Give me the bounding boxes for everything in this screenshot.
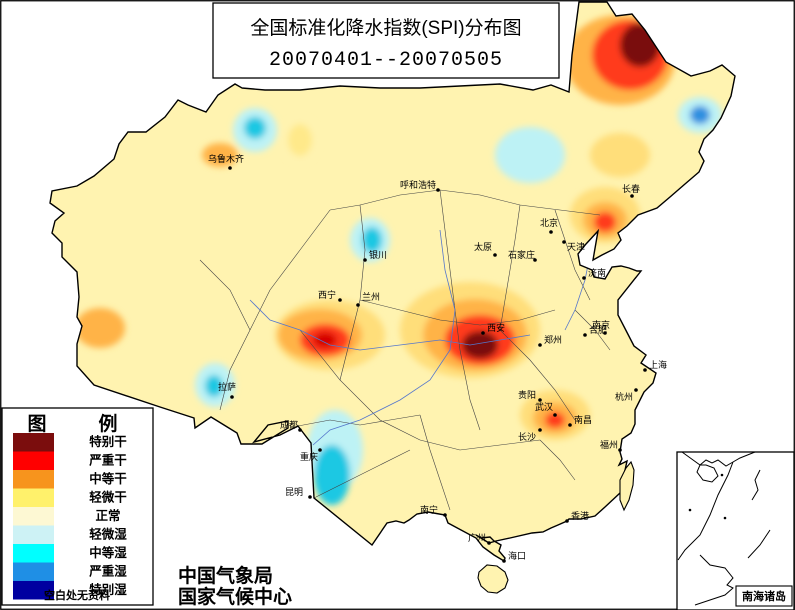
svg-text:西安: 西安	[487, 322, 505, 333]
svg-text:昆明: 昆明	[285, 487, 303, 497]
svg-text:郑州: 郑州	[544, 334, 562, 345]
svg-text:南昌: 南昌	[574, 414, 592, 425]
svg-text:银川: 银川	[369, 249, 387, 260]
svg-text:呼和浩特: 呼和浩特	[400, 179, 436, 190]
svg-text:武汉: 武汉	[535, 401, 553, 412]
svg-text:石家庄: 石家庄	[508, 249, 535, 260]
svg-text:特别干: 特别干	[89, 434, 127, 449]
svg-text:国家气候中心: 国家气候中心	[178, 585, 292, 608]
svg-text:天津: 天津	[567, 242, 585, 252]
svg-text:例: 例	[98, 412, 117, 435]
svg-text:图: 图	[27, 413, 46, 435]
svg-text:正常: 正常	[95, 508, 120, 523]
svg-text:空白处无资料: 空白处无资料	[44, 588, 110, 602]
svg-text:济南: 济南	[588, 267, 606, 278]
svg-text:严重干: 严重干	[88, 453, 127, 468]
svg-text:西宁: 西宁	[318, 289, 336, 300]
svg-text:贵阳: 贵阳	[518, 389, 536, 400]
svg-text:海口: 海口	[508, 550, 526, 561]
svg-text:中等湿: 中等湿	[89, 545, 127, 560]
svg-text:南京: 南京	[592, 319, 610, 330]
svg-text:中国气象局: 中国气象局	[178, 564, 273, 587]
svg-text:轻微湿: 轻微湿	[89, 527, 127, 542]
svg-text:轻微干: 轻微干	[89, 490, 127, 505]
svg-text:兰州: 兰州	[362, 291, 380, 302]
svg-text:上海: 上海	[649, 359, 667, 370]
svg-text:重庆: 重庆	[300, 451, 318, 462]
svg-text:南海诸岛: 南海诸岛	[742, 589, 786, 603]
svg-text:长春: 长春	[622, 183, 640, 194]
svg-text:成都: 成都	[280, 419, 298, 430]
svg-text:中等干: 中等干	[89, 471, 127, 486]
svg-text:长沙: 长沙	[518, 431, 536, 442]
svg-text:太原: 太原	[474, 241, 492, 252]
svg-text:杭州: 杭州	[615, 391, 633, 402]
svg-text:拉萨: 拉萨	[218, 381, 236, 392]
svg-text:20070401--20070505: 20070401--20070505	[269, 49, 503, 72]
svg-text:乌鲁木齐: 乌鲁木齐	[208, 153, 244, 164]
svg-text:全国标准化降水指数(SPI)分布图: 全国标准化降水指数(SPI)分布图	[250, 17, 521, 39]
svg-text:福州: 福州	[600, 439, 618, 450]
svg-text:严重湿: 严重湿	[88, 564, 127, 579]
svg-text:北京: 北京	[540, 217, 558, 228]
